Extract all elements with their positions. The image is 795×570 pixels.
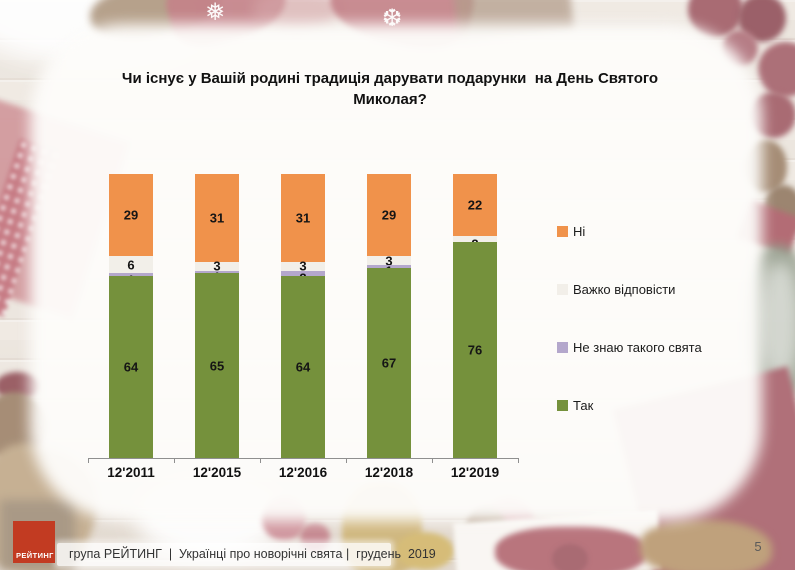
- x-axis-label: 12'2016: [278, 465, 328, 480]
- value-label: 22: [467, 197, 483, 213]
- bar-segment: 64: [109, 276, 153, 458]
- stacked-bar: 22276: [453, 174, 497, 458]
- axis-tick: [88, 458, 89, 463]
- axis-tick: [518, 458, 519, 463]
- value-label: 3: [385, 253, 393, 269]
- x-axis-label: 12'2015: [192, 465, 242, 480]
- legend: Ні Важко відповісти Не знаю такого свята Та…: [557, 224, 702, 456]
- gold-ornament: [396, 532, 454, 570]
- value-label: 29: [123, 207, 139, 223]
- legend-label: Не знаю такого свята: [573, 339, 702, 355]
- stacked-bar: 313165: [195, 174, 239, 458]
- rating-logo-text: РЕЙТИНГ: [16, 551, 54, 560]
- value-label: 3: [299, 258, 307, 274]
- bar-segment: 76: [453, 242, 497, 458]
- value-label: 3: [213, 258, 221, 274]
- legend-item: Важко відповісти: [557, 281, 702, 297]
- bar-segment: 3: [281, 260, 325, 273]
- red-bow-knot: [552, 544, 588, 570]
- legend-label: Важко відповісти: [573, 281, 676, 297]
- legend-item: Так: [557, 397, 702, 413]
- snow-on-fir: [760, 262, 795, 382]
- stacked-bar: 313264: [281, 174, 325, 458]
- value-label: 29: [381, 207, 397, 223]
- bar-segment: 29: [109, 174, 153, 257]
- stacked-bar: 296164: [109, 174, 153, 458]
- value-label: 76: [467, 342, 483, 358]
- plot-area: 29616412'201131316512'201531326412'20162…: [88, 174, 519, 480]
- bar-segment: 22: [453, 174, 497, 237]
- value-label: 6: [127, 257, 135, 273]
- legend-swatch: [557, 399, 568, 411]
- x-axis-label: 12'2018: [364, 465, 414, 480]
- legend-label: Так: [573, 397, 594, 413]
- bar-segment: 67: [367, 267, 411, 458]
- legend-swatch: [557, 283, 568, 295]
- snowflake-icon: ❅: [205, 0, 226, 26]
- bar-segment: 3: [195, 260, 239, 273]
- axis-tick: [174, 458, 175, 463]
- bar-segment: 31: [195, 174, 239, 263]
- chart-title: Чи існує у Вашій родині традиція даруват…: [121, 70, 663, 108]
- bar-segment: 65: [195, 273, 239, 458]
- stacked-bar: 293167: [367, 174, 411, 458]
- x-axis-line: [88, 458, 518, 459]
- bar-segment: 3: [367, 254, 411, 267]
- legend-swatch: [557, 341, 568, 353]
- value-label: 31: [209, 210, 225, 226]
- axis-tick: [260, 458, 261, 463]
- bar-segment: 31: [281, 174, 325, 263]
- value-label: 64: [123, 359, 139, 375]
- value-label: 64: [295, 359, 311, 375]
- value-label: 65: [209, 358, 225, 374]
- footer-text: група РЕЙТИНГ | Українці про новорічні с…: [69, 547, 436, 561]
- page-number: 5: [754, 539, 762, 554]
- value-label: 67: [381, 355, 397, 371]
- legend-swatch: [557, 225, 568, 237]
- bar-segment: 64: [281, 276, 325, 458]
- axis-tick: [346, 458, 347, 463]
- rating-group-logo: РЕЙТИНГ: [13, 521, 55, 563]
- footer-strip: група РЕЙТИНГ | Українці про новорічні с…: [57, 543, 436, 566]
- value-label: 31: [295, 210, 311, 226]
- bar-segment: 29: [367, 174, 411, 257]
- x-axis-label: 12'2019: [450, 465, 500, 480]
- bar-segment: 6: [109, 256, 153, 274]
- legend-label: Ні: [573, 223, 586, 239]
- x-axis-label: 12'2011: [107, 465, 155, 480]
- axis-tick: [432, 458, 433, 463]
- gold-reindeer-ornament: [640, 520, 772, 570]
- legend-item: Не знаю такого свята: [557, 339, 702, 355]
- legend-item: Ні: [557, 223, 702, 239]
- red-bauble-icon: [758, 42, 795, 97]
